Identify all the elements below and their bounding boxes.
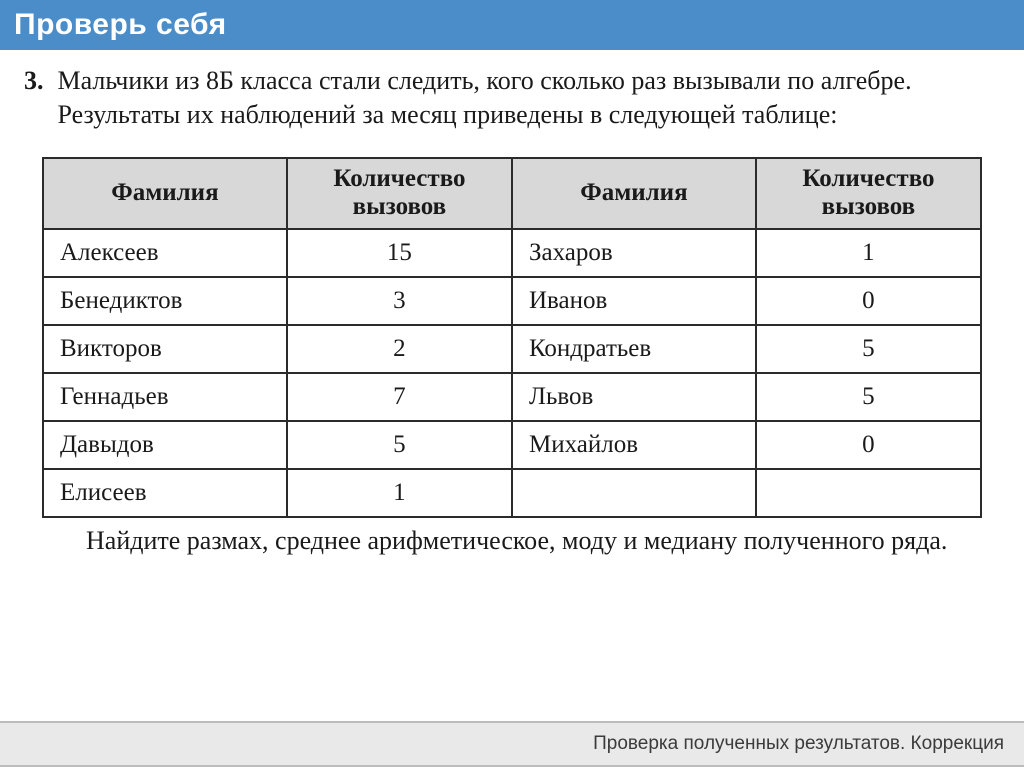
col-header-surname-2: Фамилия bbox=[512, 158, 756, 230]
data-table: Фамилия Количество вызовов Фамилия Колич… bbox=[42, 157, 982, 519]
table-row: Давыдов 5 Михайлов 0 bbox=[43, 421, 981, 469]
table-header-row: Фамилия Количество вызовов Фамилия Колич… bbox=[43, 158, 981, 230]
cell-num: 5 bbox=[756, 325, 981, 373]
col-header-surname-1: Фамилия bbox=[43, 158, 287, 230]
problem-statement: 3. Мальчики из 8Б класса стали следить, … bbox=[24, 64, 1000, 133]
footer-text: Проверка полученных результатов. Коррекц… bbox=[593, 733, 1004, 754]
col-header-count-2: Количество вызовов bbox=[756, 158, 981, 230]
cell-num: 3 bbox=[287, 277, 512, 325]
cell-name: Елисеев bbox=[43, 469, 287, 517]
cell-num bbox=[756, 469, 981, 517]
task-question: Найдите размах, среднее арифметическое, … bbox=[24, 518, 1000, 558]
table-wrapper: Фамилия Количество вызовов Фамилия Колич… bbox=[24, 157, 1000, 519]
cell-name: Бенедиктов bbox=[43, 277, 287, 325]
cell-name: Викторов bbox=[43, 325, 287, 373]
cell-name: Кондратьев bbox=[512, 325, 756, 373]
cell-num: 0 bbox=[756, 421, 981, 469]
cell-num: 5 bbox=[756, 373, 981, 421]
cell-num: 5 bbox=[287, 421, 512, 469]
cell-num: 7 bbox=[287, 373, 512, 421]
content-area: 3. Мальчики из 8Б класса стали следить, … bbox=[0, 50, 1024, 558]
header-bar: Проверь себя bbox=[0, 0, 1024, 50]
cell-num: 1 bbox=[287, 469, 512, 517]
problem-number: 3. bbox=[24, 64, 44, 98]
cell-name: Захаров bbox=[512, 229, 756, 277]
cell-num: 1 bbox=[756, 229, 981, 277]
col-header-count-1: Количество вызовов bbox=[287, 158, 512, 230]
cell-num: 0 bbox=[756, 277, 981, 325]
cell-name: Львов bbox=[512, 373, 756, 421]
cell-num: 2 bbox=[287, 325, 512, 373]
cell-num: 15 bbox=[287, 229, 512, 277]
table-row: Алексеев 15 Захаров 1 bbox=[43, 229, 981, 277]
table-row: Бенедиктов 3 Иванов 0 bbox=[43, 277, 981, 325]
table-row: Геннадьев 7 Львов 5 bbox=[43, 373, 981, 421]
table-row: Викторов 2 Кондратьев 5 bbox=[43, 325, 981, 373]
problem-body: Мальчики из 8Б класса стали следить, ког… bbox=[58, 64, 1001, 133]
cell-name: Алексеев bbox=[43, 229, 287, 277]
footer-bar: Проверка полученных результатов. Коррекц… bbox=[0, 721, 1024, 767]
cell-name: Давыдов bbox=[43, 421, 287, 469]
table-row: Елисеев 1 bbox=[43, 469, 981, 517]
cell-name: Иванов bbox=[512, 277, 756, 325]
cell-name: Геннадьев bbox=[43, 373, 287, 421]
cell-name bbox=[512, 469, 756, 517]
cell-name: Михайлов bbox=[512, 421, 756, 469]
header-title: Проверь себя bbox=[14, 8, 227, 41]
